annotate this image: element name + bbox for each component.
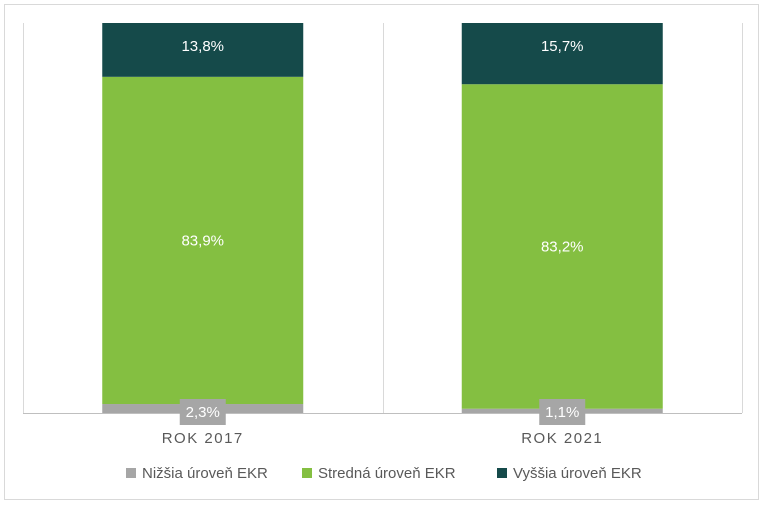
legend-label: Stredná úroveň EKR xyxy=(318,465,456,482)
bar-segment xyxy=(461,23,663,85)
legend-swatch xyxy=(302,468,312,478)
data-label-box xyxy=(179,399,226,425)
data-label: 83,9% xyxy=(181,232,224,249)
data-label: 83,2% xyxy=(541,238,584,255)
legend-swatch xyxy=(126,468,136,478)
data-label: 1,1% xyxy=(545,404,579,421)
data-label: 13,8% xyxy=(181,38,224,55)
category-label: ROK 2021 xyxy=(521,430,603,447)
data-label: 2,3% xyxy=(186,404,220,421)
category-label: ROK 2017 xyxy=(162,430,244,447)
legend-label: Nižšia úroveň EKR xyxy=(142,465,268,482)
bar-segment xyxy=(102,76,304,405)
data-label-box xyxy=(539,399,586,425)
legend-label: Vyššia úroveň EKR xyxy=(513,465,642,482)
data-label: 15,7% xyxy=(541,38,584,55)
legend-swatch xyxy=(497,468,507,478)
bar-segment xyxy=(461,84,663,409)
bar-segment xyxy=(102,23,304,77)
